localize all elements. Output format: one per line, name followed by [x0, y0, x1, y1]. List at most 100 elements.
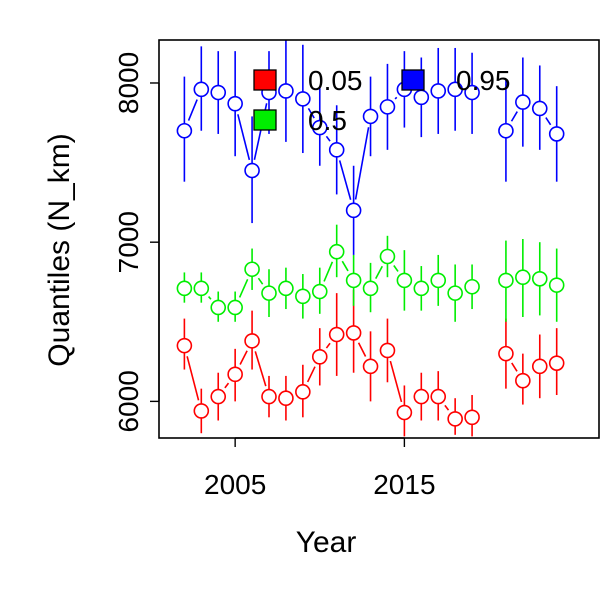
data-point — [328, 243, 345, 260]
connector-line — [323, 261, 334, 282]
data-point — [193, 280, 210, 297]
data-point — [464, 278, 480, 295]
connector-line — [306, 366, 316, 383]
data-point — [328, 326, 345, 343]
connector-line — [510, 111, 518, 122]
connector-line — [239, 350, 248, 365]
legend: 0.05 0.5 0.95 — [253, 65, 511, 136]
connector-line — [257, 277, 264, 285]
data-point — [261, 388, 277, 405]
data-point — [362, 280, 379, 297]
data-point — [295, 288, 311, 305]
data-point — [362, 108, 379, 125]
data-point — [515, 269, 531, 286]
data-point — [227, 366, 243, 383]
data-point — [328, 142, 345, 158]
data-point — [227, 95, 243, 112]
data-point — [244, 162, 260, 179]
data-point — [345, 325, 362, 341]
data-point — [548, 277, 565, 293]
connector-line — [186, 356, 200, 401]
connector-line — [394, 96, 398, 100]
connector-line — [374, 265, 384, 280]
y-axis-label: Quantiles (N_km) — [43, 133, 76, 366]
axis-layer: 2005 2015 6000 7000 8000 — [113, 52, 436, 500]
series-1 — [176, 224, 565, 322]
x-axis-label: Year — [296, 526, 357, 559]
data-point — [311, 119, 328, 136]
legend-swatch — [253, 69, 277, 91]
data-point — [345, 202, 362, 219]
data-point — [193, 81, 210, 98]
series-0 — [176, 289, 565, 437]
data-point — [515, 372, 531, 389]
data-point — [278, 83, 294, 99]
data-point — [379, 99, 396, 115]
data-point — [210, 388, 227, 405]
data-point — [430, 83, 447, 99]
legend-label: 0.95 — [456, 65, 511, 96]
x-tick-label: 2005 — [204, 469, 266, 500]
data-point — [531, 358, 548, 375]
data-point — [498, 272, 514, 289]
data-point — [498, 122, 514, 139]
connector-line — [325, 342, 331, 349]
data-point — [531, 270, 548, 287]
data-point — [244, 261, 260, 278]
connector-line — [238, 278, 249, 298]
data-point — [447, 411, 463, 427]
data-point — [430, 272, 447, 289]
data-point — [464, 84, 480, 101]
data-point — [362, 358, 379, 375]
connector-line — [208, 296, 212, 300]
data-point — [311, 283, 328, 300]
connector-line — [338, 160, 352, 200]
legend-label: 0.05 — [308, 65, 363, 96]
connector-line — [237, 114, 251, 161]
data-point — [498, 345, 514, 362]
y-tick-label: 7000 — [113, 211, 144, 273]
data-point — [430, 388, 447, 405]
data-point — [396, 404, 413, 421]
legend-swatch — [253, 109, 277, 131]
data-point — [413, 388, 430, 405]
x-tick-label: 2015 — [373, 469, 435, 500]
data-point — [548, 355, 565, 371]
connector-line — [511, 362, 518, 372]
data-point — [176, 122, 193, 139]
data-point — [447, 81, 463, 98]
data-point — [447, 285, 463, 301]
data-point — [531, 100, 548, 117]
data-point — [464, 409, 480, 426]
connector-line — [307, 107, 315, 119]
data-point — [345, 272, 362, 289]
connector-line — [224, 382, 230, 389]
data-point — [176, 337, 193, 354]
connector-line — [354, 127, 370, 200]
data-point — [210, 84, 227, 101]
data-point — [311, 349, 328, 365]
data-point — [396, 272, 413, 289]
connector-line — [444, 404, 450, 411]
data-point — [278, 390, 294, 407]
connector-line — [254, 351, 267, 387]
connector-line — [389, 360, 403, 403]
data-point — [176, 280, 193, 297]
connector-line — [325, 135, 331, 142]
data-point — [295, 91, 311, 107]
data-point — [244, 333, 260, 349]
legend-item-0: 0.05 — [253, 65, 363, 96]
legend-item-2: 0.95 — [401, 65, 511, 96]
y-tick-label: 8000 — [113, 52, 144, 114]
data-point — [261, 285, 277, 301]
data-point — [379, 342, 396, 359]
legend-item-1: 0.5 — [253, 105, 347, 136]
connector-line — [341, 260, 349, 272]
data-point — [413, 280, 430, 297]
data-point — [227, 299, 243, 316]
connector-line — [545, 117, 552, 126]
data-point — [515, 94, 531, 110]
data-point — [193, 403, 210, 419]
